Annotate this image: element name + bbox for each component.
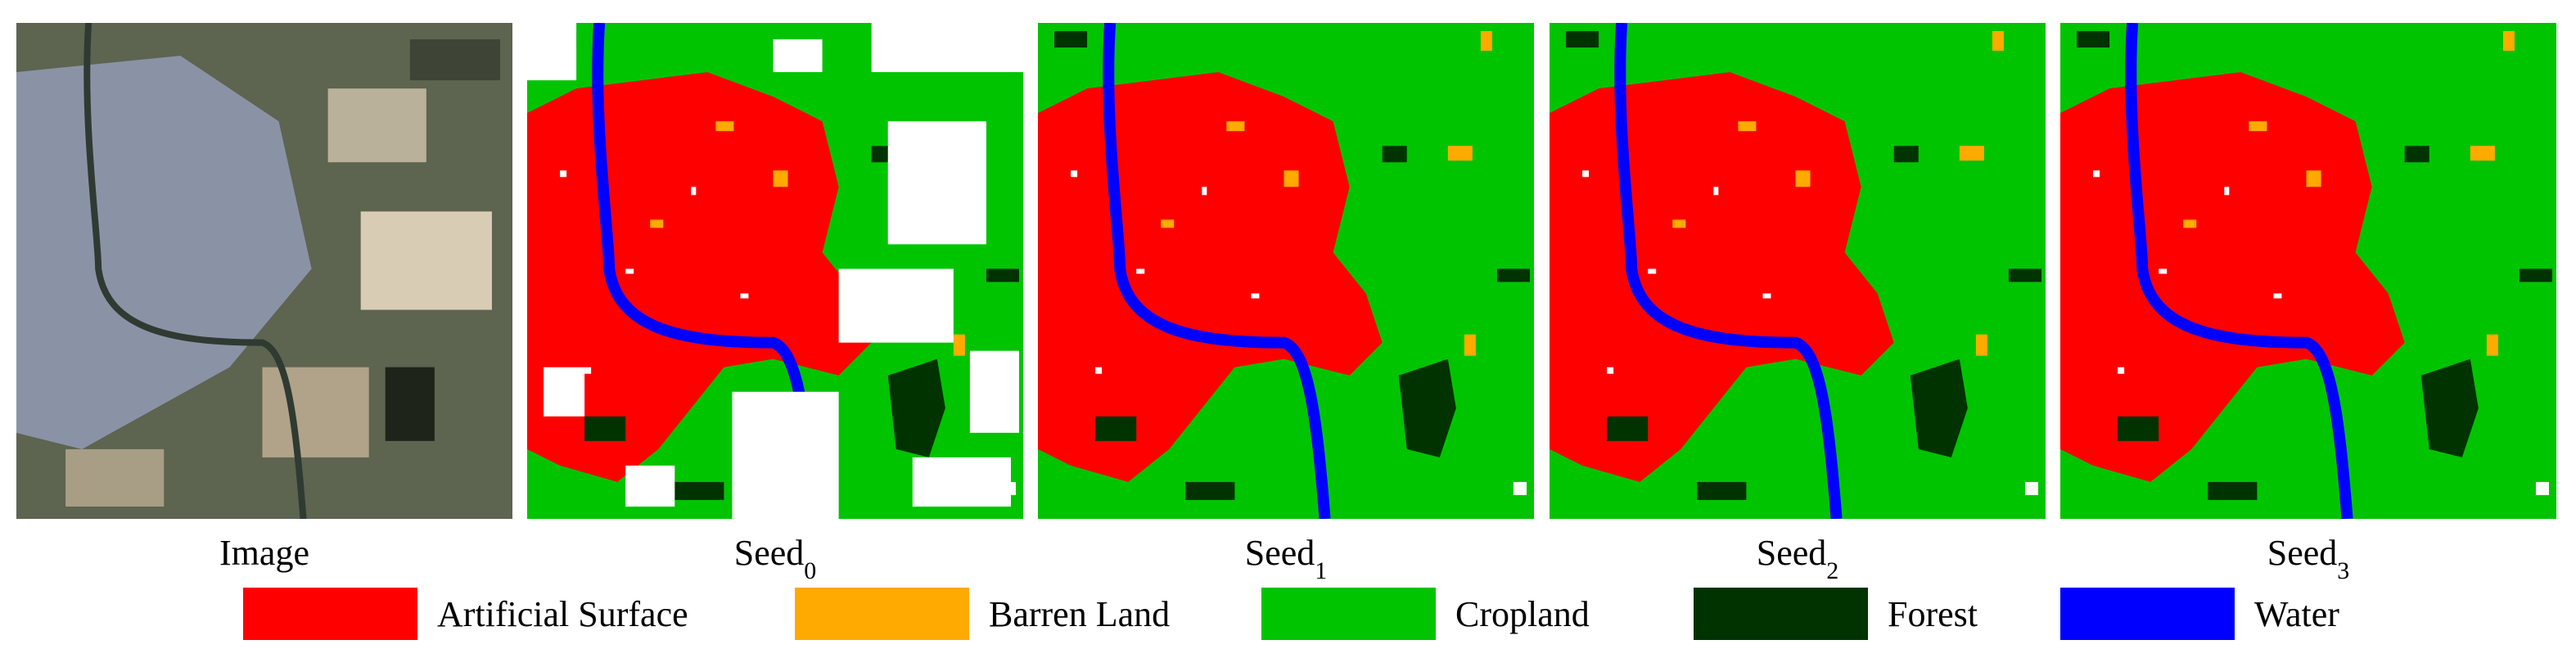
label-text: Image <box>219 533 309 573</box>
seed-panel <box>1038 23 1534 519</box>
panel-label: Seed3 <box>2267 533 2350 584</box>
legend: Artificial Surface Barren Land Cropland For… <box>243 588 2339 640</box>
label-text: Seed <box>2267 533 2338 573</box>
panel-label: Image <box>219 533 309 573</box>
label-subscript: 3 <box>2337 557 2349 584</box>
seed-panel <box>527 23 1023 519</box>
seed-panel <box>1550 23 2046 519</box>
legend-swatch <box>1694 588 1868 640</box>
label-subscript: 2 <box>1826 557 1838 584</box>
image-panel <box>16 23 512 519</box>
panel-label: Seed0 <box>734 533 817 584</box>
panel-label: Seed2 <box>1757 533 1839 584</box>
legend-swatch <box>795 588 969 640</box>
legend-label: Forest <box>1888 594 1978 634</box>
label-subscript: 1 <box>1315 557 1327 584</box>
legend-swatch <box>1261 588 1436 640</box>
legend-label: Artificial Surface <box>437 594 688 634</box>
panel-label: Seed1 <box>1245 533 1328 584</box>
label-text: Seed <box>734 533 805 573</box>
legend-swatch <box>243 588 417 640</box>
legend-swatch <box>2060 588 2235 640</box>
label-text: Seed <box>1245 533 1315 573</box>
legend-label: Water <box>2254 594 2339 634</box>
seed-panel <box>2060 23 2556 519</box>
legend-label: Barren Land <box>989 594 1170 634</box>
label-text: Seed <box>1757 533 1827 573</box>
panel-labels: Image Seed0 Seed1 Seed2 Seed3 <box>219 533 2349 584</box>
legend-label: Cropland <box>1455 594 1590 634</box>
label-subscript: 0 <box>804 557 816 584</box>
